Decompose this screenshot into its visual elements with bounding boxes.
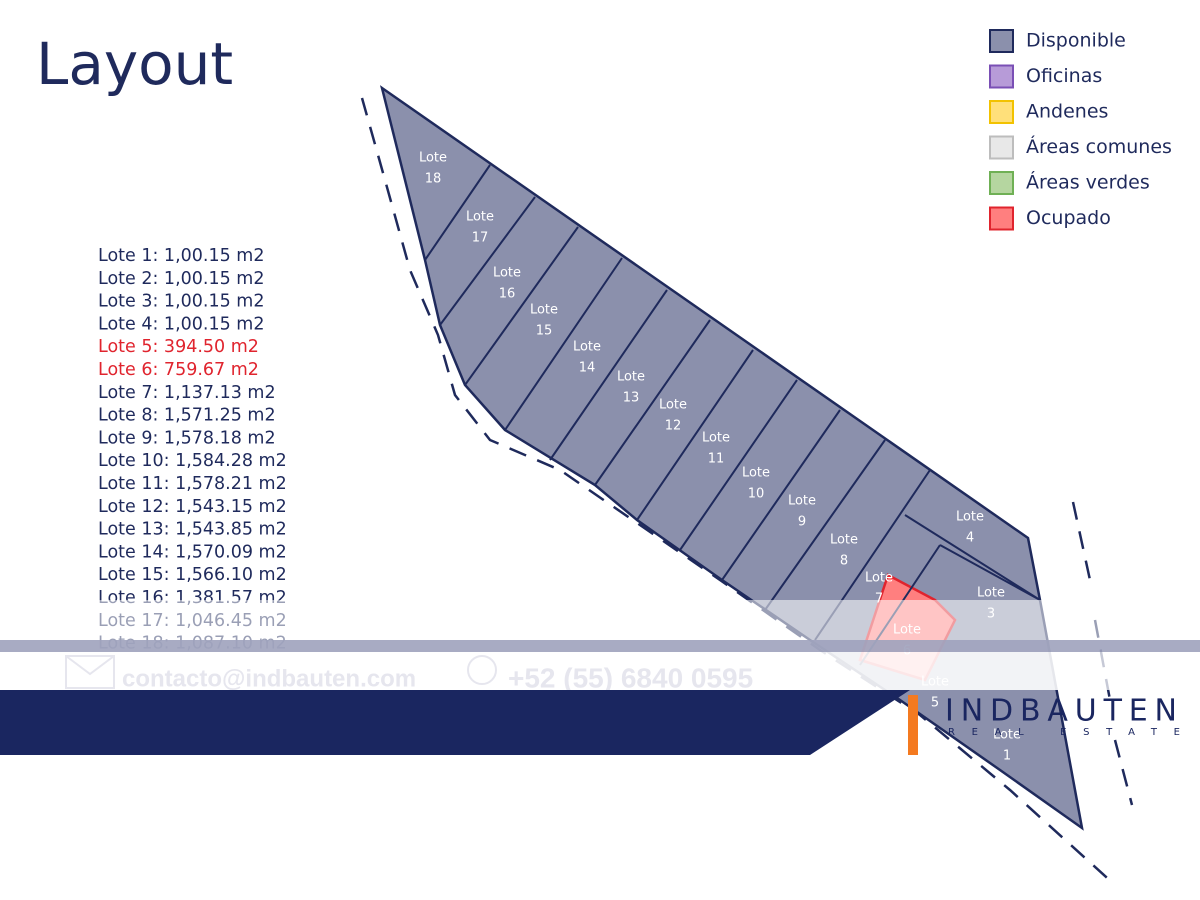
lot-number: 16 (499, 287, 516, 302)
lot-area-text: Lote 5: 394.50 m2 (98, 337, 259, 357)
legend-label: Disponible (1026, 30, 1126, 52)
lot-area-text: Lote 9: 1,578.18 m2 (98, 428, 276, 448)
lot-label: Lote (493, 266, 521, 281)
lot-number: 13 (623, 391, 640, 406)
lot-area-text: Lote 15: 1,566.10 m2 (98, 565, 287, 585)
lot-number: 11 (708, 452, 725, 467)
logo-bar (908, 695, 918, 755)
lot-label: Lote (977, 586, 1005, 601)
lot-label: Lote (466, 210, 494, 225)
lot-area-text: Lote 13: 1,543.85 m2 (98, 520, 287, 540)
lot-list: Lote 1: 1,00.15 m2 Lote 2: 1,00.15 m2 Lote… (98, 246, 287, 654)
lot-label: Lote (742, 466, 770, 481)
lot-number: 9 (798, 515, 806, 530)
lot-area-text: Lote 8: 1,571.25 m2 (98, 406, 276, 426)
lot-label: Lote (956, 510, 984, 525)
lot-label: Lote (530, 303, 558, 318)
footer-band (0, 690, 910, 755)
lot-number: 12 (665, 419, 682, 434)
lot-area-text: Lote 12: 1,543.15 m2 (98, 497, 287, 517)
lot-label: Lote (788, 494, 816, 509)
legend-swatch (989, 100, 1014, 124)
lot-area-text: Lote 14: 1,570.09 m2 (98, 542, 287, 562)
lot-label: Lote (419, 151, 447, 166)
logo-sub: REAL ESTATE (948, 727, 1180, 738)
overlay-stripe (0, 640, 1200, 652)
lot-area-text: Lote 3: 1,00.15 m2 (98, 292, 264, 312)
lot-number: 1 (1003, 749, 1011, 764)
legend-swatch (989, 135, 1014, 160)
legend-swatch (989, 29, 1014, 53)
lot-label: Lote (617, 370, 645, 385)
lot-number: 4 (966, 531, 974, 546)
lot-label: Lote (659, 398, 687, 413)
lot-number: 10 (748, 487, 765, 502)
lot-label: Lote (573, 340, 601, 355)
lot-number: 17 (472, 231, 489, 246)
lot-label: Lote (865, 571, 893, 586)
lot-number: 18 (425, 172, 442, 187)
lot-label: Lote (993, 728, 1021, 743)
legend-swatch (989, 206, 1014, 231)
title: Layout (36, 30, 233, 98)
lot-area-text: Lote 10: 1,584.28 m2 (98, 451, 287, 471)
legend-label: Andenes (1026, 101, 1108, 123)
lot-area-text: Lote 1: 1,00.15 m2 (98, 246, 264, 266)
lot-area-text: Lote 4: 1,00.15 m2 (98, 314, 264, 334)
legend-label: Áreas comunes (1026, 135, 1172, 158)
lot-divider (424, 164, 1041, 666)
contact-strip (0, 652, 1200, 690)
lot-area-text: Lote 11: 1,578.21 m2 (98, 474, 287, 494)
legend: Disponible Oficinas Andenes Áreas comunes Ár… (989, 29, 1172, 231)
phone-icon (467, 655, 497, 685)
mail-icon-flap (65, 655, 115, 676)
logo: INDBAUTEN (945, 694, 1180, 729)
legend-label: Áreas verdes (1026, 171, 1150, 194)
lot-label: Lote (702, 431, 730, 446)
legend-label: Ocupado (1026, 207, 1111, 229)
lot-area-text: Lote 7: 1,137.13 m2 (98, 383, 276, 403)
mail-icon (65, 655, 115, 689)
legend-swatch (989, 64, 1014, 89)
lot-number: 8 (840, 554, 848, 569)
legend-label: Oficinas (1026, 65, 1102, 87)
lot-label: Lote (830, 533, 858, 548)
lot-number: 5 (931, 696, 939, 711)
legend-swatch (989, 171, 1014, 195)
lot-area-text: Lote 2: 1,00.15 m2 (98, 269, 264, 289)
phone: +52 (55) 6840 0595 (508, 662, 753, 693)
lot-number: 15 (536, 324, 553, 339)
lot-number: 14 (579, 361, 596, 376)
lot-area-text: Lote 6: 759.67 m2 (98, 360, 259, 380)
lot-number: 7 (875, 592, 883, 607)
email: contacto@indbauten.com (122, 665, 416, 692)
